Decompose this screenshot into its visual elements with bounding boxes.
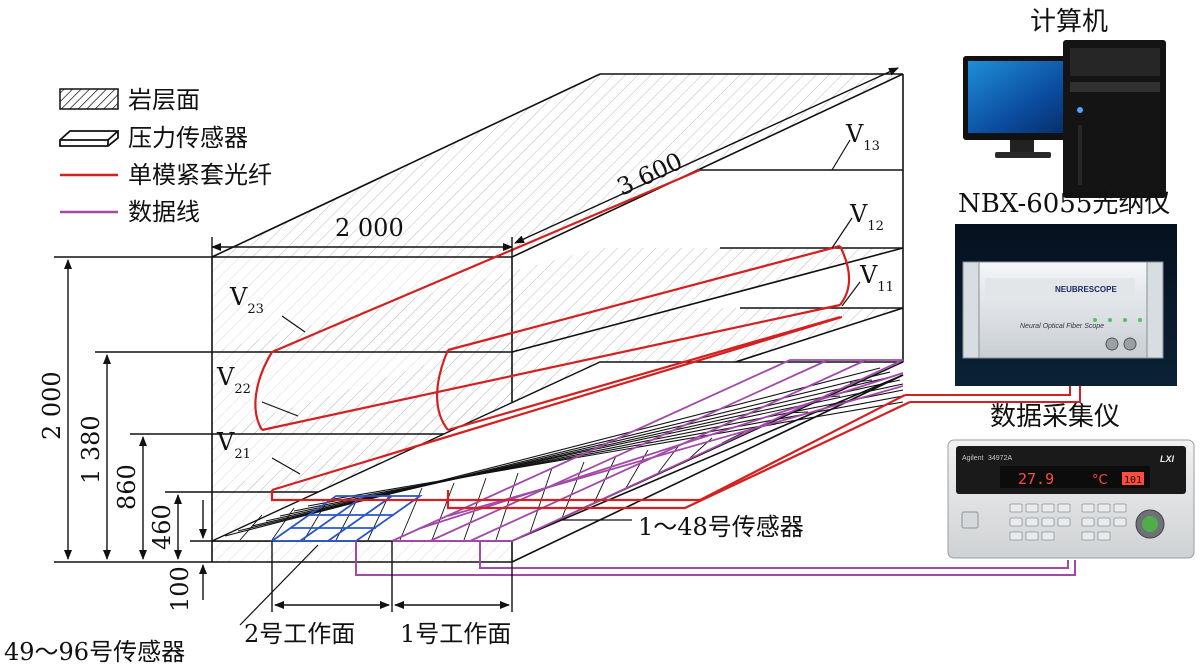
- daq-reading: 27.9: [1018, 470, 1054, 488]
- sensor-group-2: 49～96号传感器: [4, 638, 185, 666]
- daq-unit: °C: [1092, 473, 1108, 488]
- sensor-labels: 1～48号传感器 49～96号传感器: [4, 513, 804, 666]
- dim-height: 2 000: [38, 371, 66, 440]
- dimensions: [54, 67, 899, 612]
- fiber-labels: V13 V12 V11 V23 V22 V21: [216, 120, 894, 462]
- daq-brand: Agilent: [962, 455, 983, 462]
- acquisition-title: 数据采集仪: [990, 402, 1120, 432]
- sensor-strips: [211, 359, 904, 542]
- legend-pressure-sensor: 压力传感器: [128, 124, 248, 152]
- analyzer-title: NBX-6055光纳仪: [958, 189, 1170, 219]
- computer-title: 计算机: [1030, 7, 1108, 37]
- legend-rock-layer: 岩层面: [128, 86, 200, 114]
- label-v13: V13: [845, 120, 880, 154]
- devices: 计算机 NBX-6055光纳仪 NEUBRESCOPE Neural Optic…: [947, 7, 1195, 559]
- workface-2: 2号工作面: [244, 620, 355, 648]
- computer-image: [963, 40, 1166, 198]
- daq-image: Agilent 34972A LXI 27.9 °C 101: [947, 439, 1195, 559]
- analyzer-brand: NEUBRESCOPE: [1055, 285, 1117, 294]
- dim-100: 100: [166, 566, 194, 612]
- daq-channel: 101: [1124, 475, 1142, 486]
- pressure-sensor-swatch: [59, 130, 119, 147]
- label-v21: V21: [216, 428, 251, 462]
- sensor-group-1: 1～48号传感器: [638, 513, 804, 541]
- workface-1: 1号工作面: [400, 620, 511, 648]
- legend-fiber: 单模紧套光纤: [128, 161, 272, 189]
- dim-1380: 1 380: [77, 415, 105, 484]
- label-v12: V12: [849, 200, 884, 234]
- dim-860: 860: [113, 464, 141, 510]
- label-v22: V22: [216, 363, 251, 397]
- legend: 岩层面 压力传感器 单模紧套光纤 数据线: [59, 86, 272, 226]
- analyzer-image: NEUBRESCOPE Neural Optical Fiber Scope: [955, 224, 1177, 386]
- cables: [355, 385, 1081, 576]
- analyzer-caption: Neural Optical Fiber Scope: [1020, 323, 1104, 330]
- dim-460: 460: [148, 504, 176, 550]
- dim-width: 2 000: [335, 214, 404, 242]
- rock-layer-swatch: [59, 88, 119, 110]
- fiber-lines: [254, 168, 911, 510]
- daq-lxi: LXI: [1160, 454, 1175, 464]
- daq-model: 34972A: [988, 455, 1012, 462]
- workface-labels: 2号工作面 1号工作面: [244, 620, 511, 648]
- label-v23: V23: [229, 283, 264, 317]
- legend-data-line: 数据线: [128, 198, 200, 226]
- label-v11: V11: [859, 261, 894, 295]
